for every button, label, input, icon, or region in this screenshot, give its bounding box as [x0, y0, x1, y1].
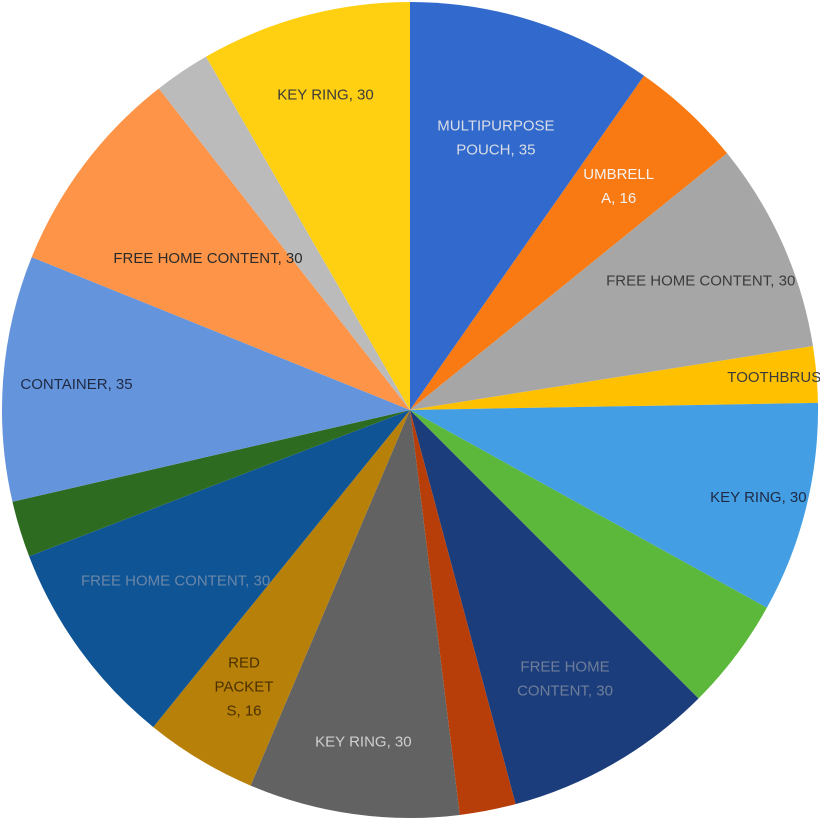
- pie-slice: [410, 346, 818, 410]
- slice-label-line: KEY RING, 30: [710, 489, 806, 506]
- slice-label-line: POUCH, 35: [456, 142, 535, 159]
- slice-label-line: KEY RING, 30: [277, 87, 373, 104]
- pie-slice: [153, 410, 411, 786]
- pie-slice: [158, 56, 410, 410]
- pie-slice: [206, 2, 410, 410]
- slice-label: FREE HOME CONTENT, 30: [606, 273, 795, 290]
- slice-label: KEY RING, 30: [277, 87, 373, 104]
- slice-label-line: CONTAINER, 35: [20, 376, 132, 393]
- slice-label-line: FREE HOME: [520, 659, 609, 676]
- slice-label-line: FREE HOME CONTENT, 30: [113, 250, 302, 267]
- slice-label: CONTAINER, 35: [20, 376, 132, 393]
- slice-label: MULTIPURPOSE POUCH, 35: [437, 118, 554, 159]
- pie-labels: MULTIPURPOSE POUCH, 35 UMBRELL A, 16 FREE HO…: [20, 87, 820, 751]
- slice-label: UMBRELL A, 16: [583, 166, 654, 207]
- slice-label-line: PACKET: [215, 678, 274, 695]
- slice-label-line: RED: [228, 654, 260, 671]
- slice-label: TOOTHBRUSH, 8: [727, 369, 820, 386]
- slice-label-line: TOOTHBRUSH, 8: [727, 369, 820, 386]
- pie-slice: [410, 2, 645, 410]
- slice-label-line: UMBRELL: [583, 166, 654, 183]
- pie-slice: [410, 410, 516, 815]
- slice-label-line: MULTIPURPOSE: [437, 118, 554, 135]
- slice-label: FREE HOME CONTENT, 30: [517, 659, 613, 700]
- slice-label: KEY RING, 30: [315, 733, 411, 750]
- pie-slice: [2, 257, 411, 502]
- pie-slice: [12, 410, 411, 557]
- slice-label-line: FREE HOME CONTENT, 30: [606, 273, 795, 290]
- pie-slice: [29, 410, 410, 728]
- slice-label-line: FREE HOME CONTENT, 30: [81, 572, 270, 589]
- pie-slice: [410, 75, 728, 410]
- slice-label-line: S, 16: [226, 702, 261, 719]
- slice-label: RED PACKET S, 16: [215, 654, 274, 719]
- slice-label: FREE HOME CONTENT, 30: [113, 250, 302, 267]
- pie-slice: [410, 410, 767, 699]
- slice-label-line: KEY RING, 30: [315, 733, 411, 750]
- pie-slice: [410, 402, 819, 608]
- slice-label-line: A, 16: [601, 190, 636, 207]
- pie-slice: [410, 410, 699, 805]
- pie-slice: [250, 410, 460, 819]
- slice-label: KEY RING, 30: [710, 489, 806, 506]
- slice-label-line: CONTENT, 30: [517, 683, 613, 700]
- pie-slice: [410, 153, 813, 411]
- pie-slice: [31, 88, 411, 411]
- slice-label: FREE HOME CONTENT, 30: [81, 572, 270, 589]
